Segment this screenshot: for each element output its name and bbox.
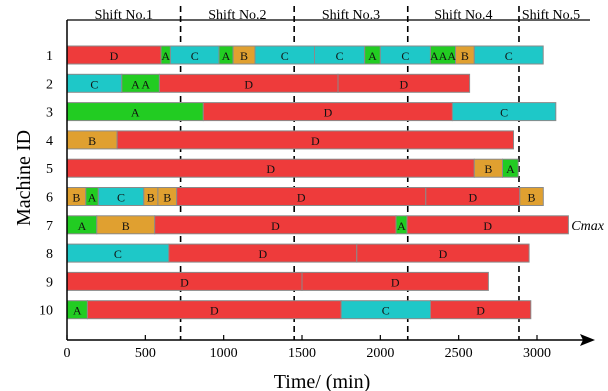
task-label: C [500, 106, 508, 120]
task-label: B [240, 49, 248, 63]
task-label: B [72, 191, 80, 205]
task-label: A [397, 219, 406, 233]
task-label: C [401, 49, 409, 63]
task-label: D [324, 106, 333, 120]
text-labels: D A C A B C C A C AAA B CC A A D DA D CB DD B AB A C B B D D BA B D A… [39, 8, 605, 361]
task-label: B [527, 191, 535, 205]
task-label: B [484, 162, 492, 176]
task-bar [406, 215, 569, 235]
cmax-label: Cmax [571, 219, 604, 234]
shift-label: Shift No.5 [522, 8, 580, 23]
task-label: D [210, 304, 219, 318]
task-label: D [258, 247, 267, 261]
task-bar [116, 130, 514, 150]
task-label: B [122, 219, 130, 233]
task-label: C [336, 49, 344, 63]
task-label: B [88, 134, 96, 148]
task-label: C [505, 49, 513, 63]
y-tick-label: 10 [39, 304, 53, 319]
task-label: D [311, 134, 320, 148]
task-label: C [117, 191, 125, 205]
task-label: D [483, 219, 492, 233]
x-tick-label: 3000 [523, 346, 551, 361]
y-tick-label: 1 [46, 49, 53, 64]
x-axis-title: Time/ (min) [274, 371, 371, 391]
task-label: C [191, 49, 199, 63]
task-bar [519, 187, 544, 206]
shift-label: Shift No.2 [208, 8, 266, 23]
y-tick-label: 4 [46, 134, 53, 149]
task-label: D [297, 191, 306, 205]
x-tick-label: 2500 [445, 346, 473, 361]
axes [66, 19, 595, 346]
task-label: D [110, 49, 119, 63]
shift-label: Shift No.4 [434, 8, 492, 23]
y-tick-label: 6 [46, 191, 53, 206]
task-label: A [161, 49, 170, 63]
task-label: A [506, 162, 515, 176]
y-tick-label: 5 [46, 162, 53, 177]
shift-label: Shift No.1 [95, 8, 153, 23]
task-bar [337, 73, 471, 93]
task-label: C [382, 304, 390, 318]
task-bar [430, 300, 532, 320]
task-label: A [131, 106, 140, 120]
task-label: D [391, 275, 400, 289]
x-axis-arrow-icon [580, 334, 595, 346]
task-label: D [468, 191, 477, 205]
task-label: C [114, 247, 122, 261]
task-label: B [461, 49, 469, 63]
task-label: A [88, 191, 97, 205]
task-label: A [73, 304, 82, 318]
task-label: D [476, 304, 485, 318]
task-label: A [78, 219, 87, 233]
x-tick-label: 0 [64, 346, 71, 361]
x-tick-label: 1000 [210, 346, 238, 361]
x-tick-label: 1500 [288, 346, 316, 361]
task-label: D [180, 275, 189, 289]
task-bar [356, 243, 530, 263]
shift-label: Shift No.3 [322, 8, 380, 23]
task-bars [66, 45, 569, 320]
task-label: D [439, 247, 448, 261]
task-label: D [244, 77, 253, 91]
y-tick-label: 9 [46, 275, 53, 290]
task-label: C [90, 77, 98, 91]
task-label: D [266, 162, 275, 176]
task-bar [473, 45, 544, 65]
task-label: A [222, 49, 231, 63]
task-bar [502, 158, 519, 178]
task-label: A [368, 49, 377, 63]
task-bar [301, 271, 489, 291]
x-tick-label: 2000 [366, 346, 394, 361]
task-label: AAA [430, 49, 456, 63]
y-tick-label: 2 [46, 77, 53, 92]
task-label: C [281, 49, 289, 63]
y-tick-label: 3 [46, 106, 53, 121]
task-label: D [399, 77, 408, 91]
y-tick-label: 8 [46, 247, 53, 262]
task-bar [451, 102, 557, 122]
x-tick-label: 500 [135, 346, 156, 361]
task-label: A A [131, 77, 150, 91]
task-label: B [147, 191, 155, 205]
task-label: B [163, 191, 171, 205]
task-label: D [271, 219, 280, 233]
y-axis-title: Machine ID [13, 130, 35, 226]
y-tick-label: 7 [46, 219, 53, 234]
